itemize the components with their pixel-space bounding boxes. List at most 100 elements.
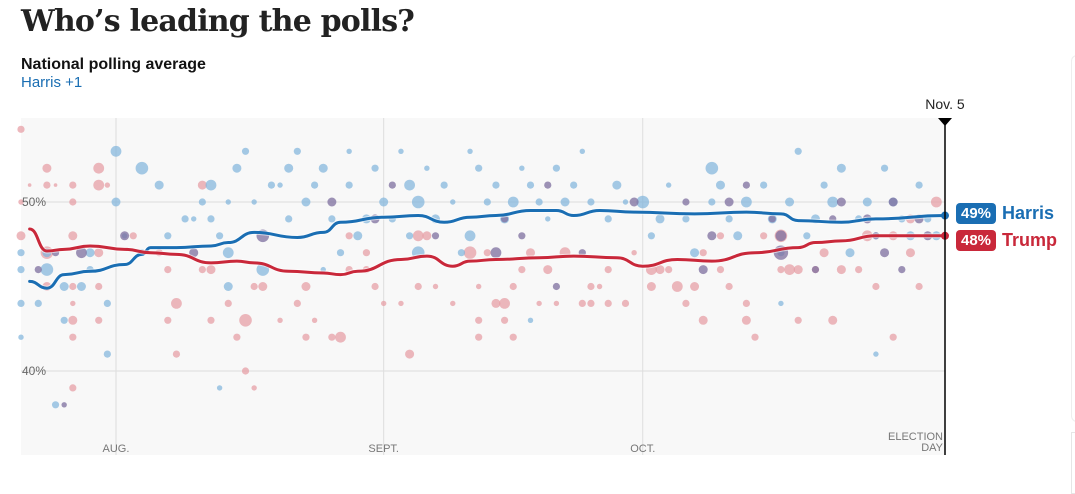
harris-poll-dot xyxy=(622,199,629,205)
overlap-poll-dot xyxy=(724,197,734,207)
trump-poll-dot xyxy=(241,367,250,375)
harris-poll-dot xyxy=(232,163,242,173)
harris-poll-dot xyxy=(475,164,483,172)
trump-poll-dot xyxy=(43,181,51,189)
harris-poll-dot xyxy=(40,263,54,276)
trump-poll-dot xyxy=(450,300,456,307)
overlap-poll-dot xyxy=(888,197,898,207)
trump-poll-dot xyxy=(398,300,404,307)
trump-poll-dot xyxy=(499,298,510,309)
trump-poll-dot xyxy=(794,316,802,324)
harris-poll-dot xyxy=(915,181,923,189)
trump-poll-dot xyxy=(500,316,509,324)
trump-poll-dot xyxy=(207,316,215,324)
harris-poll-dot xyxy=(277,182,283,188)
harris-poll-dot xyxy=(311,181,319,189)
harris-poll-dot xyxy=(519,165,525,171)
harris-poll-dot xyxy=(647,232,655,240)
harris-end-label: 49% Harris xyxy=(956,202,1054,224)
overlap-poll-dot xyxy=(120,231,130,241)
trump-poll-dot xyxy=(95,316,103,324)
trump-poll-dot xyxy=(509,333,517,341)
harris-poll-dot xyxy=(398,148,404,154)
harris-poll-dot xyxy=(733,231,743,241)
trump-poll-dot xyxy=(345,232,353,240)
trump-poll-dot xyxy=(553,300,560,307)
trump-poll-dot xyxy=(475,316,483,324)
election-day-marker-icon xyxy=(938,118,952,126)
harris-poll-dot xyxy=(665,182,672,188)
overlap-poll-dot xyxy=(388,181,396,189)
trump-poll-dot xyxy=(741,315,751,325)
trump-poll-dot xyxy=(17,125,25,133)
trump-poll-dot xyxy=(311,317,318,323)
overlap-poll-dot xyxy=(836,197,846,207)
harris-poll-dot xyxy=(715,180,725,190)
overlap-poll-dot xyxy=(629,197,639,207)
trump-poll-dot xyxy=(258,282,268,291)
trump-poll-dot xyxy=(716,232,725,240)
overlap-poll-dot xyxy=(544,181,552,189)
harris-poll-dot xyxy=(526,181,535,189)
trump-poll-dot xyxy=(777,266,785,274)
trump-poll-dot xyxy=(239,314,252,327)
harris-poll-dot xyxy=(411,195,425,209)
harris-poll-dot xyxy=(725,215,733,223)
harris-poll-dot xyxy=(379,197,389,207)
overlap-poll-dot xyxy=(898,266,906,274)
trump-poll-dot xyxy=(302,333,310,341)
harris-poll-dot xyxy=(135,161,149,175)
trump-poll-dot xyxy=(690,282,700,291)
trump-poll-dot xyxy=(855,266,863,274)
harris-poll-dot xyxy=(708,198,716,206)
trump-poll-dot xyxy=(27,183,32,187)
trump-poll-dot xyxy=(233,333,241,341)
trump-poll-dot xyxy=(682,299,690,307)
harris-poll-dot xyxy=(345,181,353,189)
overlap-poll-dot xyxy=(880,248,890,258)
trump-poll-dot xyxy=(518,266,526,274)
trump-poll-dot xyxy=(422,231,432,241)
trump-poll-dot xyxy=(293,299,301,307)
trump-poll-dot xyxy=(69,198,77,206)
trump-poll-dot xyxy=(412,230,424,242)
overlap-poll-dot xyxy=(698,265,708,275)
trump-poll-dot xyxy=(665,266,673,274)
harris-poll-dot xyxy=(318,163,328,173)
harris-poll-dot xyxy=(328,215,336,223)
trump-poll-dot xyxy=(198,266,206,274)
trump-poll-dot xyxy=(491,298,501,308)
trump-poll-dot xyxy=(905,248,915,258)
harris-poll-dot xyxy=(612,180,622,190)
harris-poll-dot xyxy=(223,282,233,291)
harris-poll-dot xyxy=(467,148,473,154)
trump-poll-dot xyxy=(371,282,379,291)
trump-poll-dot xyxy=(463,246,477,259)
trump-poll-dot xyxy=(587,299,595,307)
trump-poll-dot xyxy=(16,231,26,241)
harris-poll-dot xyxy=(794,147,802,155)
overlap-poll-dot xyxy=(742,181,750,189)
overlap-poll-dot xyxy=(682,198,690,206)
trump-average-line xyxy=(28,227,947,277)
trump-poll-dot xyxy=(621,299,630,307)
trump-poll-dot xyxy=(655,265,665,275)
harris-poll-dot xyxy=(464,230,476,242)
x-tick-label: SEPT. xyxy=(368,443,399,455)
harris-poll-dot xyxy=(17,266,25,274)
x-tick-label: AUG. xyxy=(103,443,130,455)
trump-poll-dot xyxy=(70,300,76,307)
harris-poll-dot xyxy=(873,351,879,357)
trump-poll-dot xyxy=(671,281,683,292)
harris-poll-dot xyxy=(845,248,855,258)
harris-poll-dot xyxy=(51,401,60,409)
trump-poll-dot xyxy=(819,248,829,258)
trump-poll-dot xyxy=(171,298,182,309)
trump-poll-dot xyxy=(742,299,750,307)
trump-poll-dot xyxy=(251,385,257,391)
trump-poll-dot xyxy=(277,317,283,323)
leader-text: Harris +1 xyxy=(21,74,83,91)
harris-poll-dot xyxy=(545,216,551,222)
harris-poll-dot xyxy=(17,249,25,257)
overlap-poll-dot xyxy=(34,266,42,274)
